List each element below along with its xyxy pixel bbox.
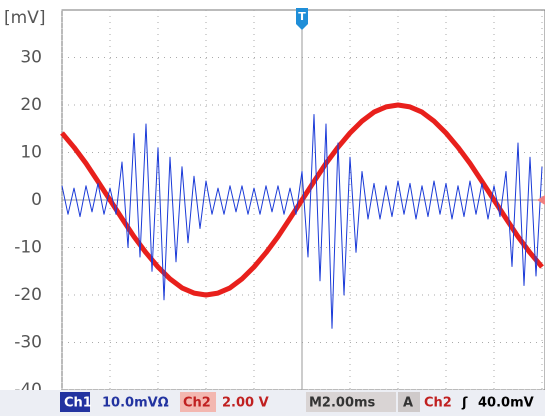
y-tick-label: 10 [20,143,42,163]
y-tick-label: -30 [14,333,42,353]
status-text: Ch1 [64,396,92,411]
status-text: 10.0mVΩ [102,396,169,411]
trigger-label: T [298,10,306,23]
level-marker [537,195,545,205]
status-text: Ch2 [183,396,211,411]
status-text: M2.00ms [309,396,376,411]
status-box [306,392,396,412]
status-text: 40.0mV [478,396,534,411]
y-tick-label: -20 [14,285,42,305]
status-texts: Ch1 10.0mVΩ Ch2 2.00 V M2.00ms A Ch2 ʃ 40.0mV [64,396,534,411]
y-tick-label: -10 [14,238,42,258]
status-bar [0,390,545,416]
y-tick-label: 20 [20,95,42,115]
y-tick-label: 0 [31,190,42,210]
status-text: A [403,396,413,411]
y-axis-label: [mV] [4,8,45,28]
trigger-marker [296,8,308,30]
status-box [60,392,90,412]
status-box [398,392,420,412]
y-tick-label: 30 [20,48,42,68]
trace [60,102,544,298]
status-box [180,392,216,412]
trace [61,114,543,329]
status-text: Ch2 [424,396,452,411]
status-text: ʃ [461,396,468,411]
status-text: 2.00 V [222,396,269,411]
